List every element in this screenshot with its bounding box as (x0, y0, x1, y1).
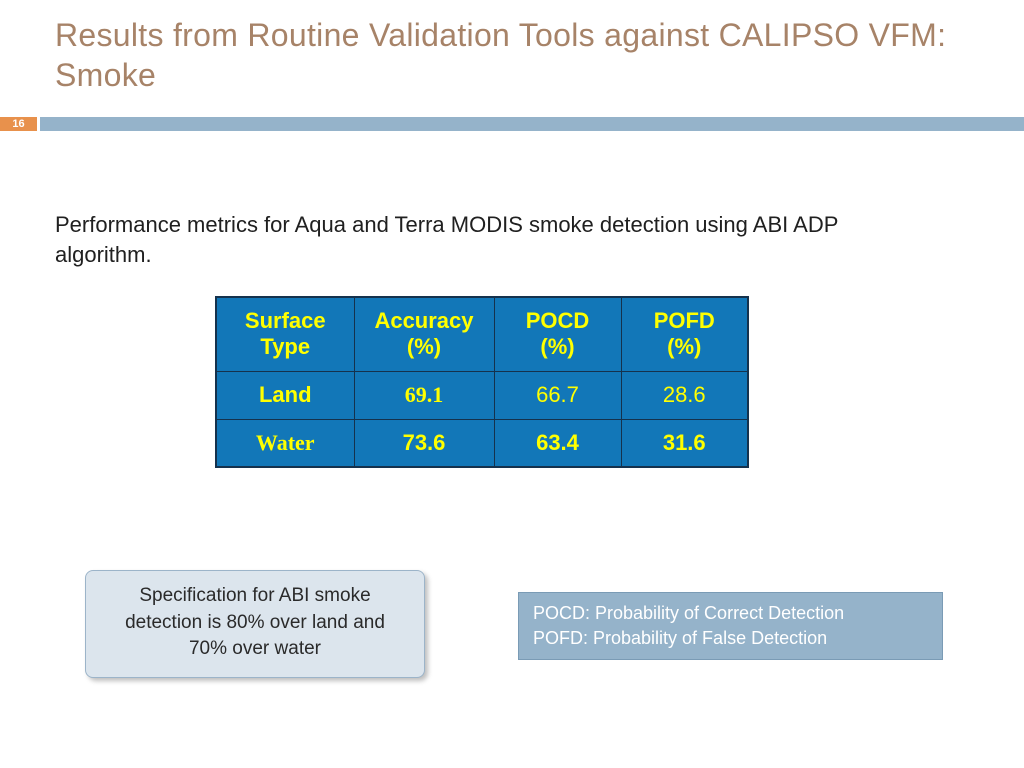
table-row: Water73.663.431.6 (216, 419, 748, 467)
table-header: POCD(%) (494, 297, 621, 371)
table-cell: 66.7 (494, 371, 621, 419)
legend-box: POCD: Probability of Correct Detection P… (518, 592, 943, 660)
slide: Results from Routine Validation Tools ag… (0, 0, 1024, 768)
legend-line-pofd: POFD: Probability of False Detection (533, 626, 928, 651)
table-cell: 73.6 (354, 419, 494, 467)
body-description: Performance metrics for Aqua and Terra M… (55, 210, 935, 269)
table-header: POFD(%) (621, 297, 748, 371)
table-header: Accuracy(%) (354, 297, 494, 371)
slide-title: Results from Routine Validation Tools ag… (55, 15, 1024, 95)
table-row: Land69.166.728.6 (216, 371, 748, 419)
table-cell: 69.1 (354, 371, 494, 419)
table-header: SurfaceType (216, 297, 354, 371)
table-row-label: Water (216, 419, 354, 467)
table-cell: 28.6 (621, 371, 748, 419)
legend-line-pocd: POCD: Probability of Correct Detection (533, 601, 928, 626)
divider-bar: 16 (0, 117, 1024, 131)
metrics-table: SurfaceTypeAccuracy(%)POCD(%)POFD(%)Land… (215, 296, 749, 468)
page-number-badge: 16 (0, 117, 37, 131)
divider-blue-bar (40, 117, 1024, 131)
specification-callout: Specification for ABI smoke detection is… (85, 570, 425, 678)
table-row-label: Land (216, 371, 354, 419)
table-cell: 31.6 (621, 419, 748, 467)
table-cell: 63.4 (494, 419, 621, 467)
